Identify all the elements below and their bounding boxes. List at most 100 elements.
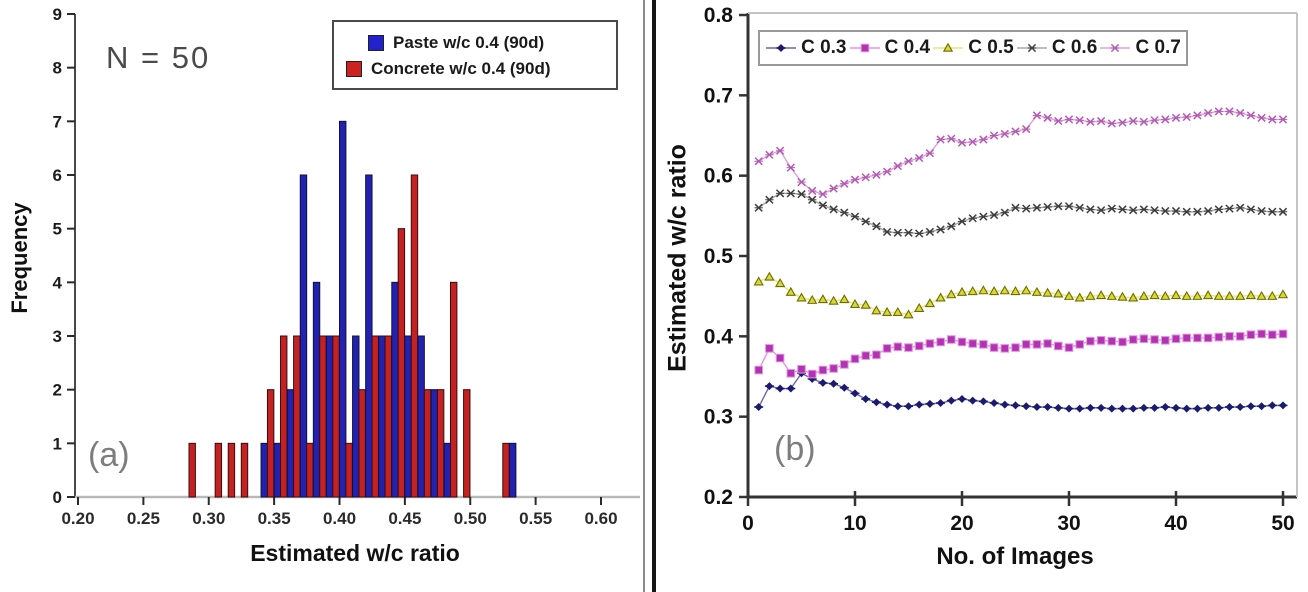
- histogram-bar-paste: [365, 174, 373, 498]
- x-marker-icon: [1016, 43, 1047, 53]
- svg-text:0.20: 0.20: [61, 509, 94, 528]
- series-c-0-4: [754, 329, 1288, 379]
- panel-a-y-axis-title: Frequency: [7, 202, 32, 314]
- paste-legend-swatch: [368, 35, 384, 51]
- svg-text:0.5: 0.5: [704, 245, 734, 268]
- legend-label: C 0.3: [801, 37, 847, 58]
- svg-text:20: 20: [950, 512, 973, 535]
- svg-text:0.8: 0.8: [704, 4, 734, 27]
- diamond-marker-icon: [766, 44, 797, 52]
- svg-text:5: 5: [53, 220, 62, 239]
- histogram-bar-concrete: [280, 335, 288, 498]
- histogram-bar-concrete: [358, 389, 366, 498]
- svg-text:0.50: 0.50: [454, 509, 487, 528]
- histogram-bar-concrete: [397, 228, 406, 498]
- histogram-bar-paste: [417, 335, 425, 498]
- svg-text:1: 1: [53, 434, 62, 453]
- histogram-bar-paste: [378, 335, 386, 498]
- svg-text:6: 6: [53, 166, 62, 185]
- histogram-bar-concrete: [214, 442, 223, 498]
- svg-text:2: 2: [53, 381, 62, 400]
- svg-text:0.40: 0.40: [323, 509, 356, 528]
- histogram-bar-concrete: [463, 389, 471, 498]
- svg-text:7: 7: [53, 112, 62, 131]
- svg-text:3: 3: [53, 327, 62, 346]
- histogram-bar-paste: [404, 335, 412, 498]
- histogram-bar-concrete: [410, 174, 419, 498]
- legend-label: C 0.4: [884, 37, 931, 58]
- svg-text:0.2: 0.2: [704, 486, 733, 509]
- histogram-bar-paste: [260, 442, 268, 498]
- series-c-0-7: [754, 107, 1288, 199]
- panel-a-label: (a): [88, 436, 130, 474]
- svg-text:0.30: 0.30: [192, 509, 225, 528]
- histogram-bar-concrete: [371, 335, 379, 498]
- histogram-bar-concrete: [188, 442, 196, 498]
- svg-text:0.4: 0.4: [704, 325, 734, 348]
- legend-entry-c-0-3: C 0.3: [765, 37, 847, 59]
- histogram-bar-paste: [273, 442, 282, 498]
- svg-text:0.3: 0.3: [704, 406, 733, 429]
- concrete-legend-label: Concrete w/c 0.4 (90d): [371, 59, 551, 78]
- svg-text:40: 40: [1164, 512, 1187, 535]
- histogram-bar-paste: [391, 281, 399, 498]
- histogram-axes: 0 1 2 3 4 5 6 7 8 9 0.20 0.25 0.30 0.35 0.40 0.45 0.50 0.…: [53, 5, 640, 528]
- legend-entry-concrete: Concrete w/c 0.4 (90d): [346, 56, 608, 82]
- x-marker-icon: [1100, 43, 1131, 53]
- histogram-bar-paste: [312, 281, 321, 498]
- svg-text:30: 30: [1057, 512, 1080, 535]
- legend-entry-paste: Paste w/c 0.4 (90d): [368, 30, 608, 56]
- line-plot-axes: 0.2 0.3 0.4 0.5 0.6 0.7 0.8 0 10 20 30 40 50: [704, 4, 1298, 535]
- histogram-bar-concrete: [319, 335, 327, 498]
- square-marker-icon: [849, 43, 880, 53]
- histogram-bar-concrete: [450, 281, 458, 498]
- histogram-bar-concrete: [502, 442, 510, 498]
- histogram-bar-paste: [286, 389, 295, 498]
- histogram-bar-paste: [352, 335, 360, 498]
- svg-text:0.60: 0.60: [584, 509, 617, 528]
- svg-text:0.45: 0.45: [388, 509, 421, 528]
- histogram-bar-concrete: [240, 442, 249, 498]
- histogram-bar-concrete: [227, 442, 236, 498]
- histogram-bar-concrete: [293, 335, 301, 498]
- histogram-bar-paste: [430, 389, 438, 498]
- panel-a-legend: Paste w/c 0.4 (90d) Concrete w/c 0.4 (90…: [332, 20, 618, 90]
- svg-text:50: 50: [1271, 512, 1294, 535]
- histogram-bar-concrete: [436, 389, 445, 498]
- legend-label: C 0.5: [968, 37, 1014, 58]
- histogram-bar-paste: [443, 442, 452, 498]
- histogram-bars: [188, 120, 517, 498]
- panel-a-x-axis-title: Estimated w/c ratio: [250, 540, 460, 566]
- histogram-plot: 0 1 2 3 4 5 6 7 8 9 0.20 0.25 0.30 0.35 0.40 0.45 0.50 0.…: [53, 5, 640, 528]
- legend-entry-c-0-7: C 0.7: [1099, 37, 1181, 59]
- triangle-marker-icon: [933, 42, 964, 52]
- histogram-bar-concrete: [306, 442, 314, 498]
- histogram-bar-paste: [325, 335, 334, 498]
- histogram-bar-paste: [339, 120, 347, 498]
- sample-size-annotation: N = 50: [106, 40, 211, 75]
- legend-label: C 0.7: [1135, 37, 1181, 58]
- panel-divider-thick-line: [652, 0, 656, 592]
- panel-b-y-axis-title: Estimated w/c ratio: [663, 144, 692, 372]
- series-c-0-6: [754, 189, 1288, 238]
- svg-text:0.55: 0.55: [519, 509, 552, 528]
- line-plot: 0.2 0.3 0.4 0.5 0.6 0.7 0.8 0 10 20 30 40 50: [704, 4, 1298, 535]
- svg-text:8: 8: [53, 59, 62, 78]
- svg-text:0.25: 0.25: [127, 509, 160, 528]
- histogram-bar-concrete: [332, 335, 340, 498]
- legend-entry-c-0-5: C 0.5: [932, 37, 1014, 59]
- svg-text:0.6: 0.6: [704, 165, 733, 188]
- series-c-0-3: [754, 369, 1288, 413]
- histogram-bar-concrete: [266, 389, 275, 498]
- concrete-legend-swatch: [346, 61, 362, 77]
- paste-legend-label: Paste w/c 0.4 (90d): [393, 33, 545, 52]
- series-c-0-5: [753, 271, 1289, 319]
- panel-divider-thin-line: [643, 0, 645, 592]
- svg-text:9: 9: [53, 5, 62, 24]
- histogram-bar-concrete: [423, 389, 432, 498]
- svg-text:0.35: 0.35: [258, 509, 291, 528]
- svg-text:0: 0: [53, 488, 62, 507]
- legend-entry-c-0-6: C 0.6: [1016, 37, 1097, 59]
- svg-text:10: 10: [843, 512, 866, 535]
